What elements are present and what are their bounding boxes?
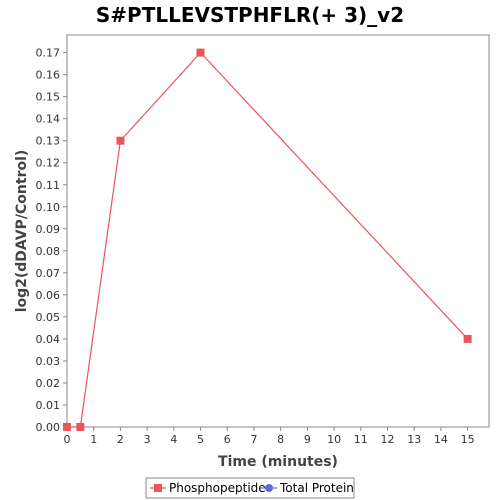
y-axis-ticks: 0.00 0.01 0.02 0.03 0.04 0.05 0.06 0.07 0.08 0.09… xyxy=(36,47,67,434)
y-tick-label: 0.17 xyxy=(36,47,61,60)
y-tick-label: 0.11 xyxy=(36,179,61,192)
y-tick-label: 0.00 xyxy=(36,421,61,434)
y-tick-label: 0.06 xyxy=(36,289,61,302)
x-axis-label: Time (minutes) xyxy=(218,454,338,470)
x-tick-label: 15 xyxy=(461,433,475,446)
y-axis-label: log2(dDAVP/Control) xyxy=(14,150,30,313)
y-tick-label: 0.01 xyxy=(36,399,61,412)
x-tick-label: 8 xyxy=(277,433,284,446)
x-tick-label: 14 xyxy=(434,433,448,446)
x-tick-label: 2 xyxy=(117,433,124,446)
y-tick-label: 0.13 xyxy=(36,135,61,148)
y-tick-label: 0.02 xyxy=(36,377,61,390)
x-tick-label: 10 xyxy=(327,433,341,446)
x-tick-label: 12 xyxy=(381,433,395,446)
y-tick-label: 0.07 xyxy=(36,267,61,280)
y-tick-label: 0.08 xyxy=(36,245,61,258)
x-tick-label: 7 xyxy=(250,433,257,446)
legend-marker xyxy=(265,484,273,492)
x-tick-label: 5 xyxy=(197,433,204,446)
y-tick-label: 0.12 xyxy=(36,157,61,170)
legend: Phosphopeptide Total Protein xyxy=(145,477,355,499)
y-tick-label: 0.16 xyxy=(36,69,61,82)
x-tick-label: 13 xyxy=(407,433,421,446)
x-tick-label: 1 xyxy=(90,433,97,446)
data-point xyxy=(76,423,85,431)
x-tick-label: 4 xyxy=(170,433,177,446)
x-tick-label: 6 xyxy=(224,433,231,446)
y-tick-label: 0.03 xyxy=(36,355,61,368)
x-tick-label: 9 xyxy=(304,433,311,446)
y-tick-label: 0.05 xyxy=(36,311,61,324)
chart-title: S#PTLLEVSTPHFLR(+ 3)_v2 xyxy=(96,3,404,27)
data-point xyxy=(196,48,205,57)
legend-box xyxy=(145,477,355,499)
data-point xyxy=(63,423,71,431)
plot-area xyxy=(66,34,490,428)
legend-label: Phosphopeptide xyxy=(169,481,266,495)
x-tick-label: 11 xyxy=(354,433,368,446)
y-tick-label: 0.09 xyxy=(36,223,61,236)
legend-label: Total Protein xyxy=(279,481,354,495)
y-tick-label: 0.10 xyxy=(36,201,61,214)
data-point xyxy=(116,136,125,145)
x-tick-label: 3 xyxy=(144,433,151,446)
legend-marker xyxy=(154,484,162,492)
y-tick-label: 0.04 xyxy=(36,333,61,346)
y-tick-label: 0.14 xyxy=(36,113,61,126)
x-axis-ticks: 0 1 2 3 4 5 6 7 8 9 10 11 12 13 14 15 xyxy=(64,427,475,446)
series-layer xyxy=(63,48,472,431)
data-point xyxy=(463,334,472,343)
y-tick-label: 0.15 xyxy=(36,91,61,104)
x-tick-label: 0 xyxy=(64,433,71,446)
